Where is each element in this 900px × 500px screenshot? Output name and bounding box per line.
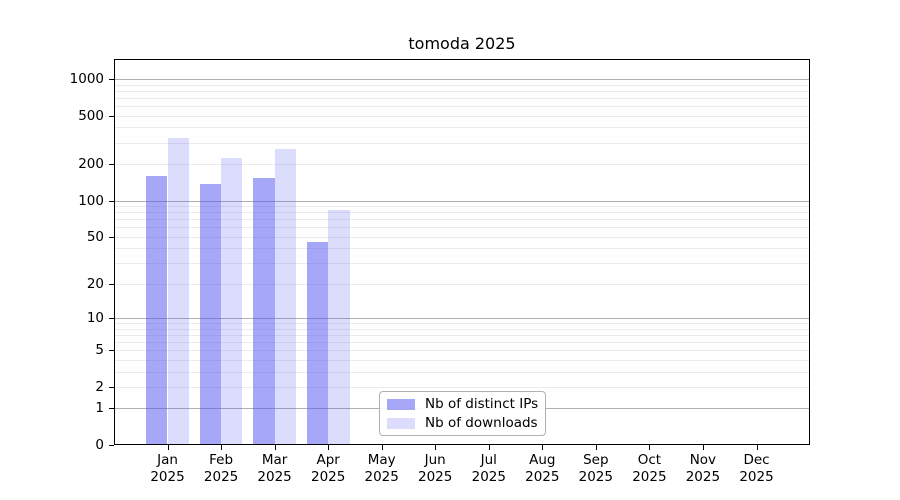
x-tick-mark-jul bbox=[488, 445, 490, 450]
y-tick-label-1: 1 bbox=[95, 400, 104, 417]
y-tick-label-2: 2 bbox=[95, 378, 104, 395]
legend-entry-distinct-ips: Nb of distinct IPs bbox=[387, 395, 539, 412]
gridline-y-80 bbox=[115, 212, 809, 214]
y-tick-mark-50 bbox=[109, 236, 114, 238]
bar-downloads-feb bbox=[221, 158, 243, 445]
x-tick-mark-dec bbox=[756, 445, 758, 450]
x-tick-label-mar: Mar 2025 bbox=[257, 452, 292, 485]
gridline-y-4 bbox=[115, 359, 809, 361]
x-tick-mark-feb bbox=[221, 445, 223, 450]
gridline-y-9 bbox=[115, 323, 809, 324]
gridline-y-10 bbox=[115, 318, 809, 319]
gridline-y-3 bbox=[115, 371, 809, 373]
x-tick-mark-jan bbox=[167, 445, 169, 450]
y-tick-mark-10 bbox=[109, 318, 114, 319]
x-tick-label-nov: Nov 2025 bbox=[685, 452, 721, 485]
gridline-y-200 bbox=[115, 164, 809, 165]
gridline-y-900 bbox=[115, 84, 809, 86]
y-tick-mark-500 bbox=[109, 115, 114, 117]
y-tick-label-10: 10 bbox=[86, 310, 104, 326]
legend-entry-downloads: Nb of downloads bbox=[387, 414, 538, 431]
x-tick-label-sep: Sep 2025 bbox=[578, 452, 613, 485]
bar-distinct-ips-jan bbox=[146, 175, 168, 445]
legend-swatch-distinct-ips-icon bbox=[387, 398, 415, 410]
bar-downloads-jan bbox=[167, 137, 189, 445]
gridline-y-500 bbox=[115, 115, 809, 117]
gridline-y-8 bbox=[115, 328, 809, 330]
gridline-y-50 bbox=[115, 236, 809, 238]
x-tick-mark-may bbox=[381, 445, 383, 450]
x-tick-label-oct: Oct 2025 bbox=[632, 452, 667, 485]
gridline-y-100 bbox=[115, 200, 809, 202]
gridline-y-300 bbox=[115, 142, 809, 144]
bar-distinct-ips-mar bbox=[253, 177, 275, 445]
bar-distinct-ips-feb bbox=[199, 184, 222, 445]
x-tick-label-aug: Aug 2025 bbox=[525, 452, 560, 485]
y-tick-mark-1000 bbox=[109, 78, 114, 80]
y-tick-mark-2 bbox=[109, 386, 114, 388]
bar-downloads-mar bbox=[274, 148, 296, 445]
y-tick-mark-20 bbox=[109, 283, 114, 285]
legend-label-distinct-ips: Nb of distinct IPs bbox=[425, 395, 539, 412]
bar-distinct-ips-apr bbox=[306, 242, 329, 445]
gridline-y-1000 bbox=[115, 78, 809, 80]
x-tick-mark-apr bbox=[328, 445, 330, 450]
x-tick-label-may: May 2025 bbox=[364, 452, 399, 485]
y-tick-label-500: 500 bbox=[78, 107, 104, 124]
y-tick-mark-200 bbox=[109, 164, 114, 165]
x-tick-label-jul: Jul 2025 bbox=[471, 452, 506, 485]
gridline-y-90 bbox=[115, 206, 809, 207]
y-tick-label-20: 20 bbox=[86, 275, 104, 292]
x-tick-mark-aug bbox=[542, 445, 544, 450]
gridline-y-700 bbox=[115, 97, 809, 99]
x-tick-label-dec: Dec 2025 bbox=[739, 452, 774, 485]
y-tick-mark-100 bbox=[109, 200, 114, 202]
gridline-y-6 bbox=[115, 341, 809, 343]
y-tick-label-50: 50 bbox=[86, 228, 104, 245]
gridline-y-400 bbox=[115, 127, 809, 129]
y-tick-mark-1 bbox=[109, 408, 114, 410]
y-tick-label-100: 100 bbox=[78, 192, 104, 209]
legend-swatch-downloads-icon bbox=[387, 417, 415, 429]
x-tick-label-jan: Jan 2025 bbox=[150, 452, 185, 485]
gridline-y-60 bbox=[115, 227, 809, 229]
x-tick-label-feb: Feb 2025 bbox=[203, 452, 239, 485]
chart-title: tomoda 2025 bbox=[408, 34, 516, 53]
y-tick-label-1000: 1000 bbox=[69, 70, 104, 87]
gridline-y-7 bbox=[115, 334, 809, 336]
gridline-y-800 bbox=[115, 90, 809, 92]
gridline-y-20 bbox=[115, 283, 809, 285]
gridline-y-70 bbox=[115, 219, 809, 221]
gridline-y-2 bbox=[115, 386, 809, 388]
x-tick-mark-nov bbox=[702, 445, 704, 450]
gridline-y-30 bbox=[115, 263, 809, 265]
legend: Nb of distinct IPs Nb of downloads bbox=[379, 391, 546, 436]
x-tick-mark-jun bbox=[435, 445, 437, 450]
y-tick-mark-5 bbox=[109, 350, 114, 352]
gridline-y-5 bbox=[115, 350, 809, 352]
bar-downloads-apr bbox=[328, 209, 350, 445]
x-tick-label-apr: Apr 2025 bbox=[311, 452, 346, 485]
y-tick-label-200: 200 bbox=[78, 156, 104, 172]
x-tick-mark-oct bbox=[649, 445, 651, 450]
y-tick-mark-0 bbox=[109, 445, 114, 446]
gridline-y-40 bbox=[115, 248, 809, 250]
y-tick-label-0: 0 bbox=[95, 437, 104, 453]
x-tick-label-jun: Jun 2025 bbox=[418, 452, 453, 485]
legend-label-downloads: Nb of downloads bbox=[425, 414, 538, 431]
y-tick-label-5: 5 bbox=[95, 342, 104, 359]
gridline-y-600 bbox=[115, 106, 809, 107]
x-tick-mark-sep bbox=[595, 445, 597, 450]
x-tick-mark-mar bbox=[274, 445, 276, 450]
